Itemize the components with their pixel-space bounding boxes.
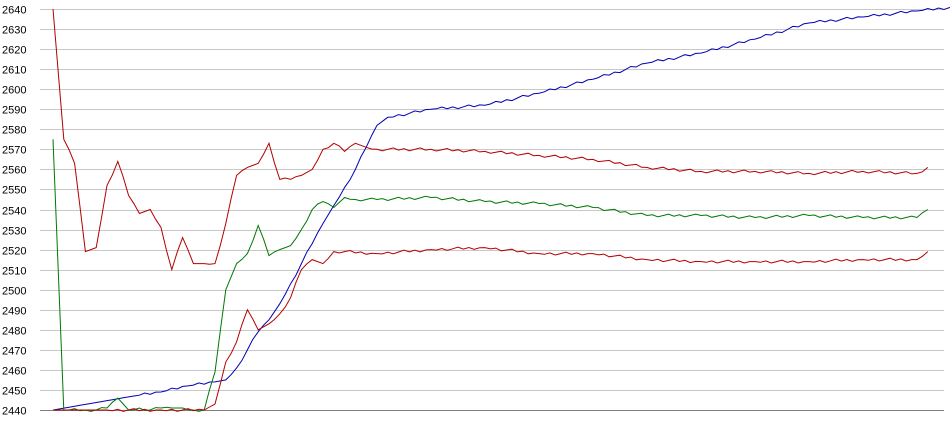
series-lines [52,7,950,412]
y-tick-label-2630: 2630 [2,25,26,37]
y-tick-label-2480: 2480 [2,326,26,338]
y-tick-label-2440: 2440 [2,406,26,418]
y-tick-label-2640: 2640 [2,5,26,17]
y-tick-label-2460: 2460 [2,366,26,378]
series-line-1 [52,7,950,411]
y-tick-label-2610: 2610 [2,65,26,77]
series-line-4 [53,246,929,412]
y-tick-label-2560: 2560 [2,165,26,177]
y-tick-label-2570: 2570 [2,145,26,157]
y-tick-label-2490: 2490 [2,306,26,318]
y-tick-label-2530: 2530 [2,226,26,238]
y-tick-label-2580: 2580 [2,125,26,137]
y-tick-label-2510: 2510 [2,266,26,278]
y-tick-label-2450: 2450 [2,386,26,398]
series-line-2 [52,8,929,272]
y-tick-label-2620: 2620 [2,45,26,57]
y-tick-label-2540: 2540 [2,206,26,218]
y-tick-label-2550: 2550 [2,185,26,197]
y-tick-label-2600: 2600 [2,85,26,97]
y-tick-label-2500: 2500 [2,286,26,298]
grid-lines [40,9,944,411]
y-axis-tick-labels: 2440 2450 2460 2470 2480 2490 2500 2510 2520 2530… [2,5,26,418]
y-tick-label-2520: 2520 [2,246,26,258]
y-tick-label-2590: 2590 [2,105,26,117]
series-line-3 [52,139,929,412]
y-tick-label-2470: 2470 [2,346,26,358]
